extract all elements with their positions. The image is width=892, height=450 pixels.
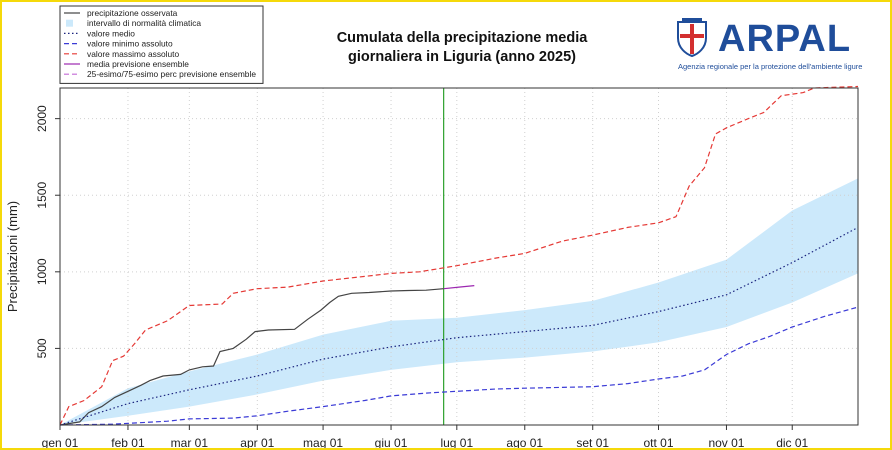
legend-label-2: valore medio — [87, 28, 135, 38]
series-layer — [59, 85, 859, 426]
legend-label-4: valore massimo assoluto — [87, 49, 180, 59]
legend-swatch-1 — [66, 19, 73, 27]
legend-label-5: media previsione ensemble — [87, 59, 189, 69]
liguria-crest-icon — [677, 18, 707, 58]
x-tick-label-10: nov 01 — [708, 436, 744, 450]
axes-layer: 500 1000 1500 2000 Precipitazioni (mm) gen 01… — [5, 87, 859, 450]
chart-title-line-1: Cumulata della precipitazione media — [336, 30, 588, 46]
x-tick-label-4: mag 01 — [303, 436, 343, 450]
legend-label-1: intervallo di normalità climatica — [87, 18, 201, 28]
x-tick-label-9: ott 01 — [643, 436, 673, 450]
grid-layer — [59, 88, 858, 425]
normality-band-layer — [60, 178, 858, 425]
x-tick-label-7: ago 01 — [506, 436, 543, 450]
x-tick-label-0: gen 01 — [42, 436, 79, 450]
y-axis-label: Precipitazioni (mm) — [5, 201, 20, 312]
normality-band — [60, 178, 858, 425]
x-tick-label-8: set 01 — [576, 436, 609, 450]
chart-title-line-2: giornaliera in Liguria (anno 2025) — [347, 49, 577, 65]
logo-subtitle: Agenzia regionale per la protezione dell… — [678, 62, 863, 71]
x-tick-label-1: feb 01 — [111, 436, 145, 450]
legend-label-6: 25-esimo/75-esimo perc previsione ensemb… — [87, 69, 256, 79]
x-tick-label-3: apr 01 — [240, 436, 274, 450]
series-line-0 — [59, 288, 444, 426]
arpal-logo: ARPAL Agenzia regionale per la protezion… — [674, 16, 874, 76]
series-line-4 — [443, 285, 475, 290]
logo-wordmark: ARPAL — [718, 18, 852, 60]
series-line-2 — [59, 306, 859, 426]
y-tick-label-1: 1000 — [35, 258, 49, 285]
legend-label-3: valore minimo assoluto — [87, 39, 173, 49]
y-tick-label-2: 1500 — [35, 182, 49, 209]
legend-box — [59, 5, 264, 84]
x-tick-label-6: lug 01 — [440, 436, 473, 450]
x-tick-label-2: mar 01 — [171, 436, 209, 450]
plot-border — [59, 87, 859, 426]
x-tick-label-5: giu 01 — [375, 436, 408, 450]
series-line-1 — [59, 226, 859, 426]
series-line-3 — [59, 85, 859, 426]
y-tick-label-3: 2000 — [35, 105, 49, 132]
x-tick-label-11: dic 01 — [776, 436, 808, 450]
legend-label-0: precipitazione osservata — [87, 8, 178, 18]
y-tick-label-0: 500 — [35, 338, 49, 358]
